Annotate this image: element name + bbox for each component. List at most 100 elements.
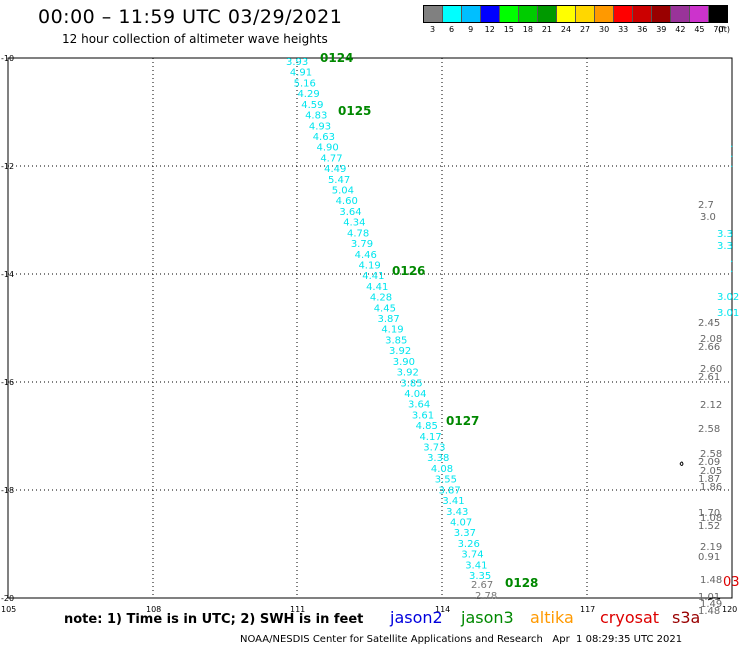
color-swatch	[519, 6, 538, 22]
swh-value-red: 03	[723, 575, 740, 590]
color-swatch	[633, 6, 652, 22]
swh-value-cyan: 3.87	[378, 314, 400, 325]
satellite-legend-cryosat: cryosat	[600, 608, 660, 627]
swh-value-cyan: 4.19	[381, 325, 403, 336]
swh-value-right-cyan: 3.02	[717, 292, 739, 303]
time-label: 0127	[446, 414, 479, 428]
swh-value-cyan: 5.04	[332, 186, 354, 197]
lon-tick-label: 114	[435, 605, 450, 614]
swh-value-cyan: 4.46	[355, 250, 377, 261]
lat-tick-label: -10	[1, 54, 14, 63]
lon-tick-label: 111	[290, 605, 305, 614]
time-label: 0126	[392, 264, 425, 278]
swh-value-cyan: 4.93	[309, 121, 331, 132]
color-scale-label: 6	[449, 25, 455, 34]
swh-value-right-gray: 2.05	[700, 466, 722, 477]
swh-value-right-gray: 0.91	[698, 552, 720, 563]
swh-value-cyan: 4.77	[320, 153, 342, 164]
color-scale-legend: 3 6 9 12 15 18 21 24 27 30 33 36 39 42 45 70 (ft)	[423, 5, 731, 35]
color-scale-label: 39	[656, 25, 667, 34]
swh-value-right-gray: 2.09	[698, 457, 720, 468]
lat-tick-label: -20	[1, 594, 14, 603]
swh-value-right-gray: 1.49	[700, 599, 722, 610]
swh-value-gray: 2.67	[471, 580, 493, 591]
swh-value-cyan: 3.93	[286, 57, 308, 68]
swh-value-cyan: 3.43	[446, 507, 468, 518]
swh-value-cyan: 4.59	[301, 100, 323, 111]
credit-line: NOAA/NESDIS Center for Satellite Applica…	[240, 634, 683, 645]
swh-value-cyan: 4.19	[358, 260, 380, 271]
swh-value-cyan: 3.92	[389, 346, 411, 357]
swh-value-cyan: 4.08	[431, 464, 453, 475]
color-scale-label: 36	[637, 25, 648, 34]
swh-value-cyan: 3.37	[454, 528, 476, 539]
swh-value-cyan: 4.83	[305, 111, 327, 122]
footer-note: note: 1) Time is in UTC; 2) SWH is in fe…	[64, 612, 364, 627]
swh-value-cyan: 3.26	[458, 539, 480, 550]
swh-mark-cyan: ·	[730, 142, 733, 153]
swh-value-cyan: 4.49	[324, 164, 346, 175]
color-swatch	[671, 6, 690, 22]
color-swatch	[614, 6, 633, 22]
color-scale-label: 27	[579, 25, 591, 34]
swh-value-cyan: 4.85	[416, 421, 438, 432]
color-scale-label: 70	[713, 25, 724, 34]
swh-value-cyan: 3.73	[423, 443, 445, 454]
swh-value-cyan: 3.41	[465, 560, 487, 571]
swh-mark-cyan: ·	[730, 152, 733, 163]
lon-tick-label: 117	[580, 605, 595, 614]
swh-value-cyan: 4.17	[419, 432, 441, 443]
color-scale-label: 18	[522, 25, 533, 34]
swh-value-cyan: 4.91	[290, 68, 312, 79]
map-frame	[7, 57, 733, 599]
swh-value-right-gray: 2.08	[700, 334, 722, 345]
swh-value-right-cyan: 3.01	[717, 308, 739, 319]
swh-mark-cyan: ·	[730, 257, 733, 268]
swh-value-right-gray: 1.08	[700, 513, 722, 524]
color-swatch	[500, 6, 519, 22]
swh-value-gray: 2.78	[475, 591, 497, 602]
swh-value-cyan: 5.47	[328, 175, 350, 186]
swh-value-cyan: 3.35	[469, 571, 491, 582]
satellite-legend-altika: altika	[530, 608, 574, 627]
satellite-legend-jason2: jason2	[390, 608, 443, 627]
swh-value-cyan: 4.90	[317, 143, 339, 154]
map-subtitle: 12 hour collection of altimeter wave hei…	[62, 32, 328, 46]
swh-value-cyan: 3.61	[412, 410, 434, 421]
color-scale-labels: 3 6 9 12 15 18 21 24 27 30 33 36 39 42 45 70 (ft)	[423, 23, 731, 35]
map-title: 00:00 – 11:59 UTC 03/29/2021	[38, 6, 343, 28]
color-scale-swatches	[423, 5, 728, 23]
color-swatch	[595, 6, 614, 22]
swh-value-right-gray: 3.0	[700, 212, 716, 223]
lon-tick-label: 120	[722, 605, 737, 614]
color-swatch	[424, 6, 443, 22]
swh-value-right-gray: 2.12	[700, 400, 722, 411]
swh-value-cyan: 3.92	[397, 368, 419, 379]
island-shape	[679, 461, 684, 466]
swh-value-right-gray: 1.48	[700, 575, 722, 586]
swh-value-cyan: 3.90	[393, 357, 415, 368]
color-swatch	[557, 6, 576, 22]
swh-value-cyan: 4.41	[366, 282, 388, 293]
color-scale-label: 33	[618, 25, 629, 34]
color-scale-label: 24	[560, 25, 572, 34]
swh-value-cyan: 4.60	[336, 196, 358, 207]
color-scale-unit: (ft)	[717, 25, 731, 34]
swh-value-right-gray: 2.45	[698, 318, 720, 329]
satellite-legend-s3a: s3a	[672, 608, 701, 627]
color-scale-label: 9	[468, 25, 474, 34]
swh-value-right-gray: 2.7	[698, 200, 714, 211]
swh-value-right-gray: 1.86	[700, 482, 722, 493]
swh-value-cyan: 3.87	[439, 485, 461, 496]
color-scale-label: 15	[503, 25, 514, 34]
color-swatch	[443, 6, 462, 22]
swh-value-right-gray: 2.60	[700, 364, 722, 375]
swh-value-cyan: 3.74	[461, 550, 483, 561]
color-swatch	[462, 6, 481, 22]
swh-value-right-cyan: 3.3	[717, 229, 733, 240]
swh-value-right-gray: 1.48	[698, 606, 720, 617]
color-swatch	[690, 6, 709, 22]
swh-value-right-cyan: 3.3	[717, 241, 733, 252]
swh-value-cyan: 4.78	[347, 228, 369, 239]
color-scale-label: 42	[675, 25, 686, 34]
